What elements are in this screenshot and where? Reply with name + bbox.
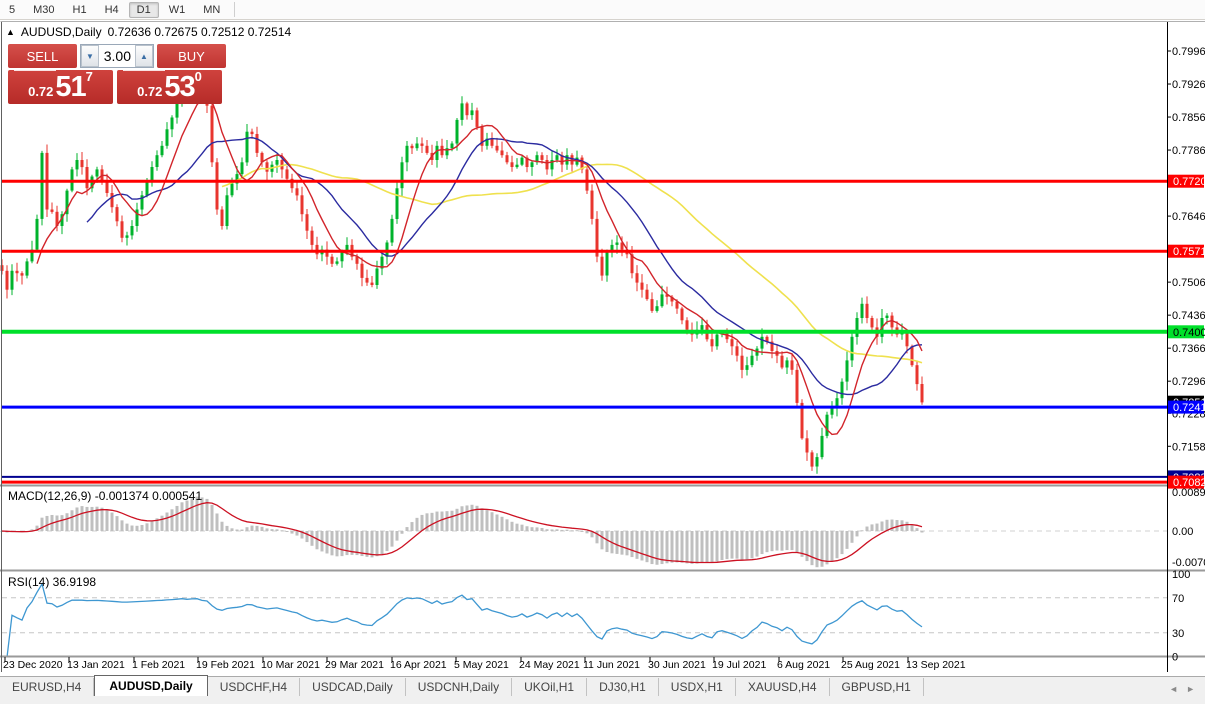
status-strip <box>0 696 1205 704</box>
chart-tab-usdcad-daily[interactable]: USDCAD,Daily <box>300 678 406 697</box>
svg-text:29 Mar 2021: 29 Mar 2021 <box>325 659 384 671</box>
svg-text:0: 0 <box>1172 651 1178 663</box>
chart-header: ▲ AUDUSD,Daily 0.72636 0.72675 0.72512 0… <box>6 25 291 39</box>
svg-text:13 Sep 2021: 13 Sep 2021 <box>906 659 966 671</box>
chart-tab-eurusd-h4[interactable]: EURUSD,H4 <box>0 678 95 697</box>
timeframe-button-h1[interactable]: H1 <box>72 3 87 16</box>
svg-text:19 Feb 2021: 19 Feb 2021 <box>196 659 255 671</box>
timeframe-button-mn[interactable]: MN <box>203 3 221 16</box>
sell-button[interactable]: SELL <box>8 44 77 68</box>
sell-price-sup: 7 <box>85 69 93 84</box>
sell-price-big: 51 <box>55 71 86 103</box>
svg-text:70: 70 <box>1172 593 1184 605</box>
chart-ohlc-values: 0.72636 0.72675 0.72512 0.72514 <box>107 25 292 39</box>
svg-text:1 Feb 2021: 1 Feb 2021 <box>132 659 185 671</box>
buy-button[interactable]: BUY <box>157 44 226 68</box>
volume-increase-icon[interactable]: ▲ <box>135 45 153 67</box>
timeframe-toolbar: 5 M30 H1 H4 D1 W1 MN <box>0 0 1205 20</box>
collapse-chart-icon[interactable]: ▲ <box>6 27 15 37</box>
svg-text:0.74007: 0.74007 <box>1173 327 1205 339</box>
svg-text:25 Aug 2021: 25 Aug 2021 <box>841 659 900 671</box>
timeframe-button-w1[interactable]: W1 <box>168 3 186 16</box>
svg-text:24 May 2021: 24 May 2021 <box>519 659 580 671</box>
chart-tab-usdcnh-daily[interactable]: USDCNH,Daily <box>406 678 513 697</box>
svg-text:30: 30 <box>1172 628 1184 640</box>
one-click-trading-panel: SELL ▼ ▲ BUY 0.72 51 7 0.72 53 0 <box>8 44 226 104</box>
toolbar-separator <box>234 2 236 17</box>
volume-input[interactable] <box>99 45 135 67</box>
svg-text:0.75716: 0.75716 <box>1173 246 1205 258</box>
timeframe-button-d1[interactable]: D1 <box>128 1 159 18</box>
timeframe-button-m30[interactable]: M30 <box>33 3 55 16</box>
chart-tab-gbpusd-h1[interactable]: GBPUSD,H1 <box>830 678 924 697</box>
volume-box: ▼ ▲ <box>80 44 154 68</box>
chart-tab-usdchf-h4[interactable]: USDCHF,H4 <box>208 678 301 697</box>
timeframe-button-h4[interactable]: H4 <box>104 3 119 16</box>
tab-scroll-left-icon[interactable]: ◄ <box>1169 684 1179 694</box>
chart-tab-usdx-h1[interactable]: USDX,H1 <box>659 678 736 697</box>
svg-text:30 Jun 2021: 30 Jun 2021 <box>648 659 706 671</box>
svg-text:19 Jul 2021: 19 Jul 2021 <box>712 659 766 671</box>
chart-tab-dj30-h1[interactable]: DJ30,H1 <box>587 678 659 697</box>
chart-tab-bar: EURUSD,H4 AUDUSD,Daily USDCHF,H4 USDCAD,Dai… <box>0 675 1205 697</box>
svg-text:10 Mar 2021: 10 Mar 2021 <box>261 659 320 671</box>
svg-text:11 Jun 2021: 11 Jun 2021 <box>583 659 640 671</box>
sell-price-prefix: 0.72 <box>28 84 54 99</box>
svg-text:100: 100 <box>1172 569 1190 581</box>
sell-price-display[interactable]: 0.72 51 7 <box>8 70 113 104</box>
buy-price-big: 53 <box>164 71 195 103</box>
svg-text:-0.00701: -0.00701 <box>1172 557 1205 569</box>
rsi-indicator-label: RSI(14) 36.9198 <box>8 575 97 589</box>
svg-text:0.00: 0.00 <box>1172 526 1193 538</box>
volume-decrease-icon[interactable]: ▼ <box>81 45 99 67</box>
chart-tab-ukoil-h1[interactable]: UKOil,H1 <box>512 678 588 697</box>
svg-text:0.72411: 0.72411 <box>1173 402 1205 414</box>
svg-text:5 May 2021: 5 May 2021 <box>454 659 509 671</box>
chart-symbol-title: AUDUSD,Daily <box>20 25 102 39</box>
svg-text:23 Dec 2020: 23 Dec 2020 <box>3 659 63 671</box>
svg-text:13 Jan 2021: 13 Jan 2021 <box>67 659 125 671</box>
buy-price-prefix: 0.72 <box>137 84 163 99</box>
buy-price-display[interactable]: 0.72 53 0 <box>117 70 222 104</box>
tab-scroll-right-icon[interactable]: ► <box>1186 684 1195 694</box>
buy-price-sup: 0 <box>194 69 202 84</box>
chart-tab-audusd-daily[interactable]: AUDUSD,Daily <box>94 675 208 697</box>
macd-indicator-label: MACD(12,26,9) -0.001374 0.000541 <box>8 489 203 503</box>
svg-text:16 Apr 2021: 16 Apr 2021 <box>390 659 447 671</box>
timeframe-button-5[interactable]: 5 <box>9 3 16 16</box>
chart-tab-xauusd-h4[interactable]: XAUUSD,H4 <box>736 678 830 697</box>
svg-text:6 Aug 2021: 6 Aug 2021 <box>777 659 830 671</box>
